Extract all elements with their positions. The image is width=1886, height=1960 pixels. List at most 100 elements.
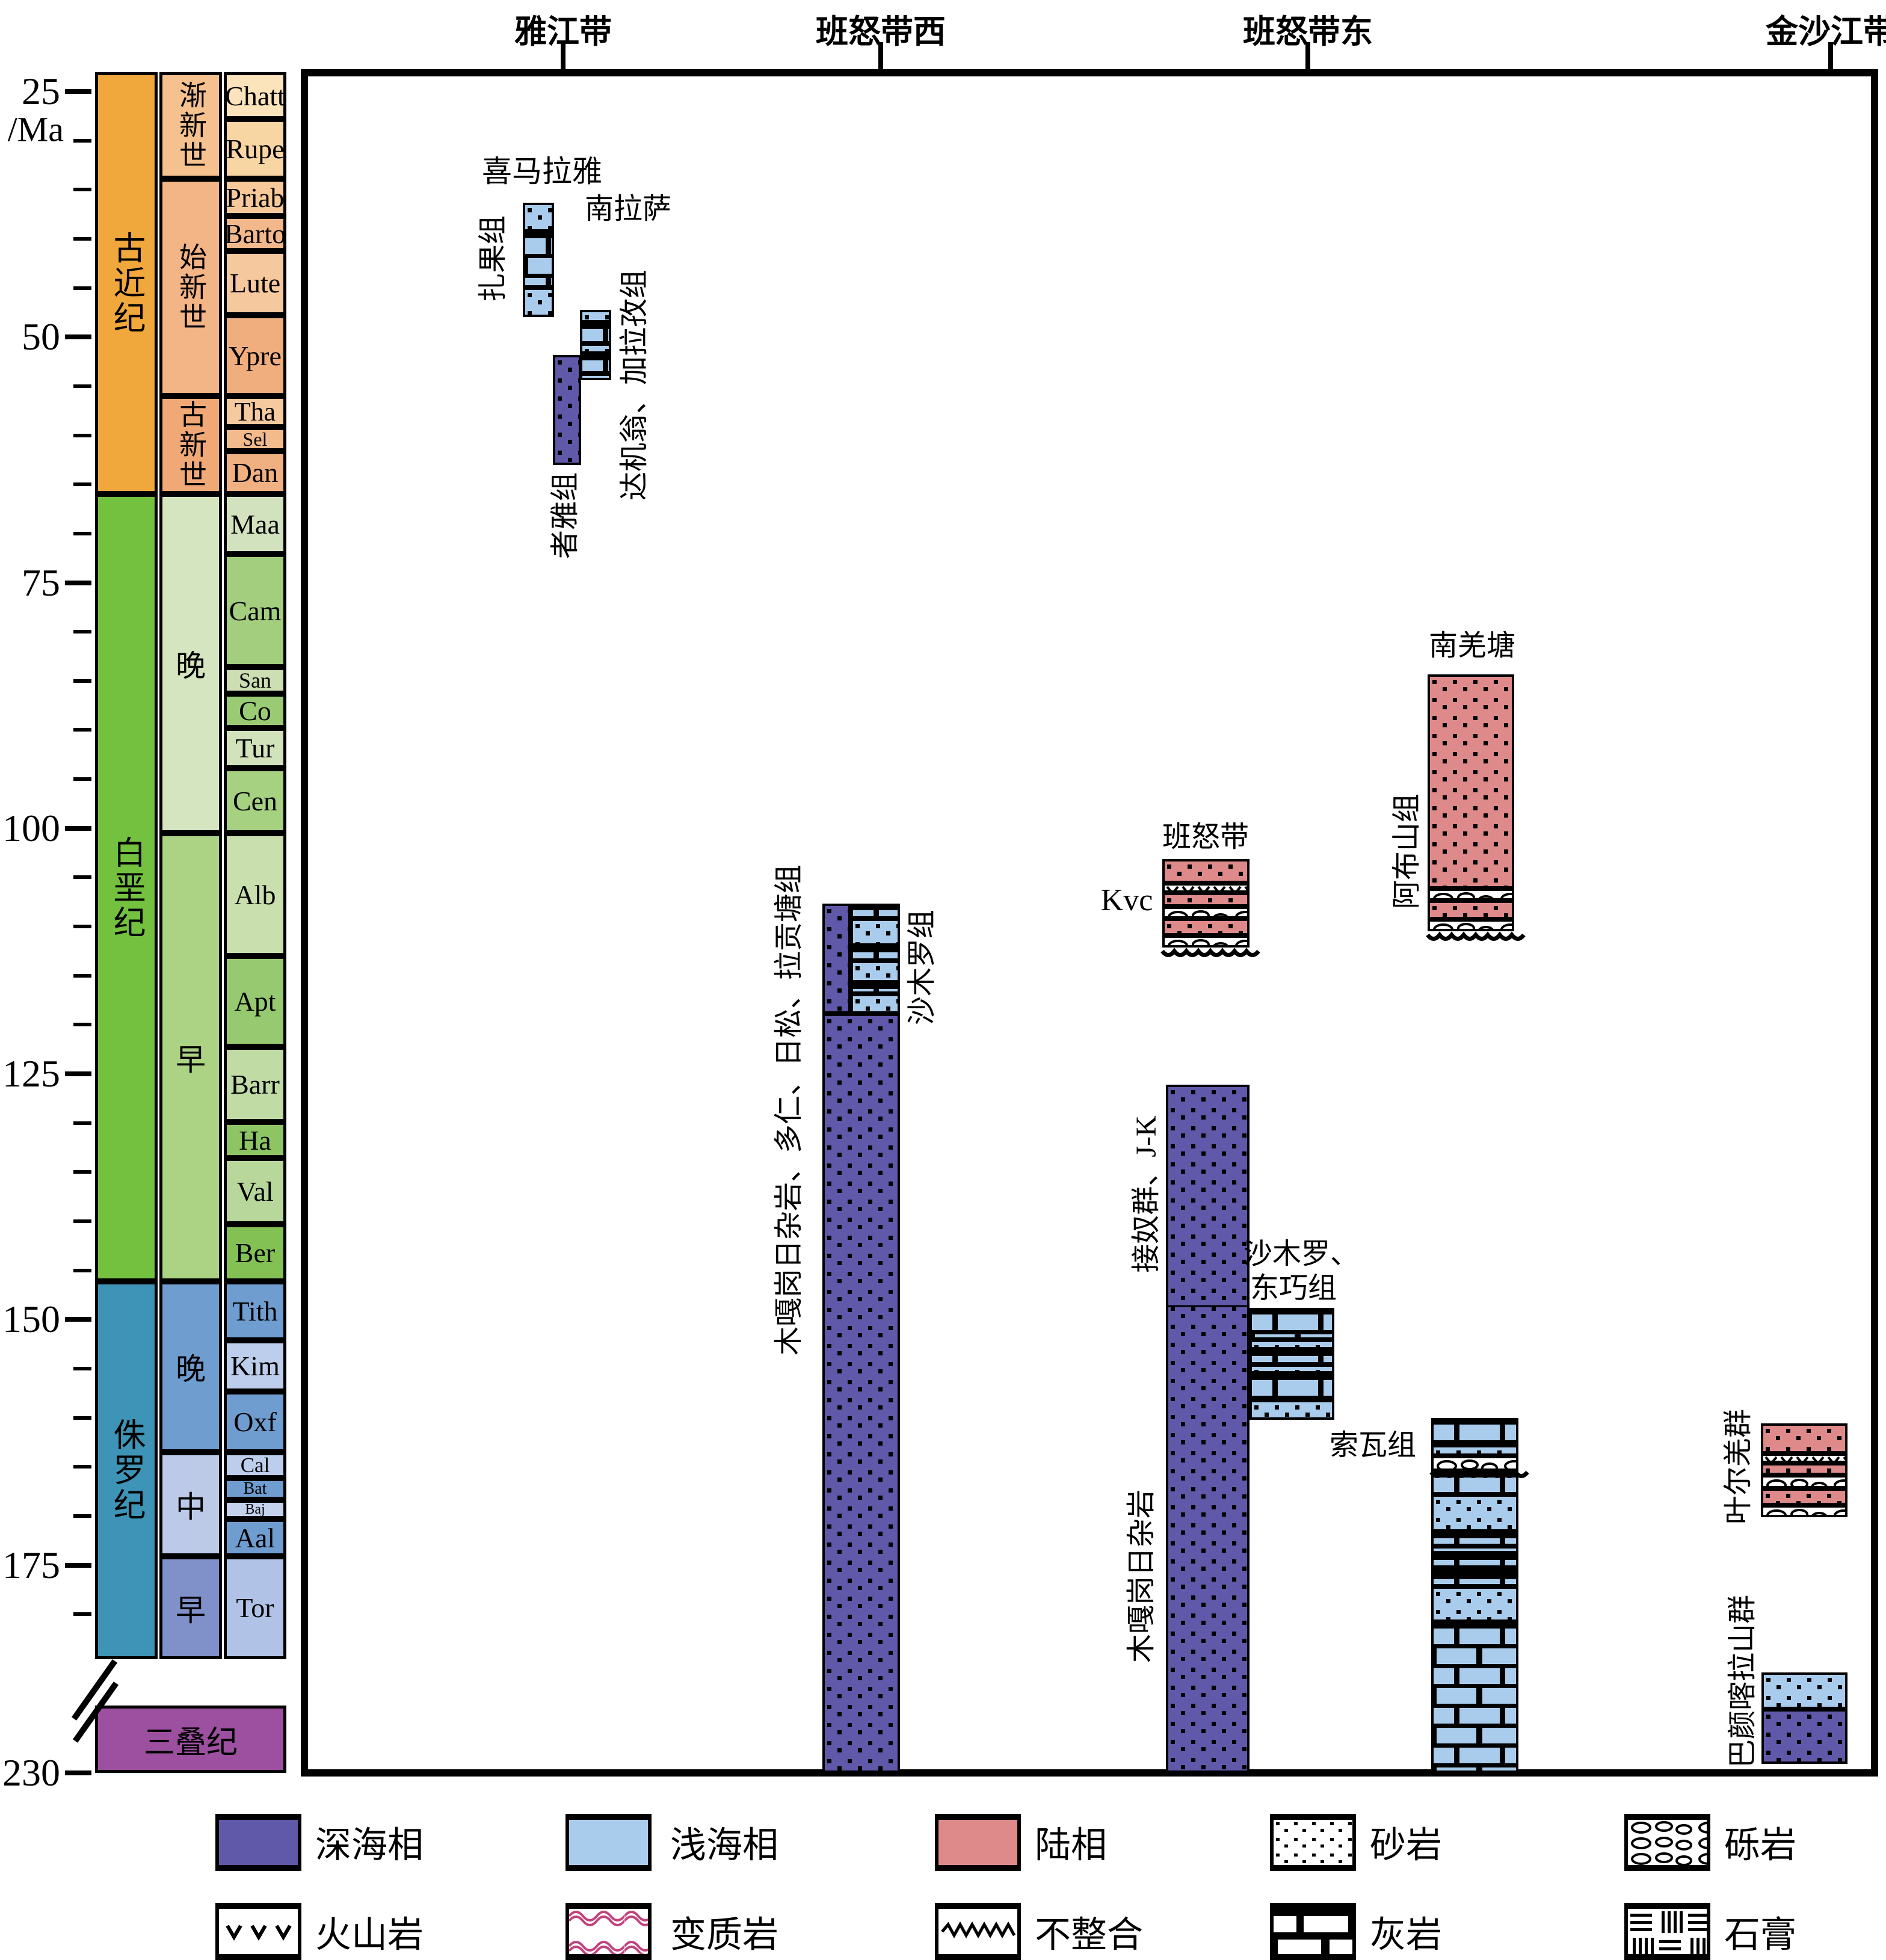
strat-band-kvc xyxy=(1162,935,1250,948)
axis-tick-label: 230 xyxy=(2,1751,60,1794)
axis-unit-label: /Ma xyxy=(7,109,64,149)
axis-tick xyxy=(65,334,91,340)
stage-cell-label: Val xyxy=(236,1176,274,1207)
axis-tick-label: 150 xyxy=(2,1298,60,1341)
stage-cell: Kim xyxy=(224,1340,286,1391)
stage-cell: Barr xyxy=(224,1047,286,1122)
strat-band-zhaguo xyxy=(523,232,554,288)
stage-cell-label: Rupe xyxy=(226,134,285,164)
period-cell-label: 古近纪 xyxy=(108,230,144,336)
axis-minor-tick xyxy=(73,1268,91,1272)
unit-label: Kvc xyxy=(1100,883,1153,917)
unit-label: 南拉萨 xyxy=(584,193,672,226)
strat-band-kvc xyxy=(1162,893,1250,907)
axis-minor-tick xyxy=(73,1416,91,1420)
triassic-label: 三叠纪 xyxy=(143,1725,238,1760)
epoch-cell: 晚 xyxy=(159,1281,222,1452)
stage-cell-label: Sel xyxy=(242,428,268,450)
stage-cell-label: Tor xyxy=(236,1592,274,1623)
axis-tick xyxy=(65,825,91,831)
stage-cell-label: Tha xyxy=(234,396,276,427)
strat-band-zhaguo xyxy=(523,288,554,317)
axis-minor-tick xyxy=(73,384,91,388)
strat-band-nanqiangtang xyxy=(1428,889,1514,901)
axis-minor-tick xyxy=(73,1514,91,1518)
axis-minor-tick xyxy=(73,973,91,978)
strat-band-dajiwong xyxy=(580,354,611,374)
strat-band-kvc xyxy=(1162,907,1250,919)
legend-swatch-砂岩 xyxy=(1270,1814,1356,1871)
stage-cell: Dan xyxy=(224,451,286,494)
strat-band-suowa xyxy=(1431,1418,1518,1445)
strat-band-yerqiang xyxy=(1761,1463,1847,1475)
stage-cell: Co xyxy=(224,694,286,728)
epoch-cell-label: 早 xyxy=(176,1043,206,1077)
stage-cell: Tith xyxy=(224,1281,286,1340)
stage-cell: Priab xyxy=(224,179,286,216)
strat-band-kvc xyxy=(1162,883,1250,893)
axis-minor-tick xyxy=(73,728,91,732)
stage-cell-label: Tur xyxy=(235,733,275,763)
stage-cell-label: Priab xyxy=(226,182,285,213)
strat-band-suowa xyxy=(1431,1494,1518,1532)
epoch-cell: 晚 xyxy=(159,494,222,833)
axis-minor-tick xyxy=(73,482,91,487)
stage-cell: Apt xyxy=(224,956,286,1047)
stage-cell: Cam xyxy=(224,554,286,667)
unit-label: 南羌塘 xyxy=(1428,630,1516,662)
strat-band-west-shamuluo xyxy=(851,982,900,994)
epoch-cell-label: 晚 xyxy=(176,649,206,683)
stage-cell-label: Maa xyxy=(230,508,280,540)
stage-cell: Chatt xyxy=(224,72,286,119)
stage-cell: Cal xyxy=(224,1452,286,1478)
stage-cell-label: Alb xyxy=(234,879,276,910)
axis-tick xyxy=(65,580,91,585)
chart-frame xyxy=(301,69,1878,1777)
strat-band-suowa xyxy=(1431,1622,1518,1773)
strat-band-dajiwong xyxy=(580,310,611,322)
unit-label: 接奴群、J-K xyxy=(1130,1115,1163,1273)
legend-swatch-变质岩 xyxy=(565,1903,652,1960)
stage-cell-label: Ha xyxy=(239,1124,271,1156)
stage-cell: Ypre xyxy=(224,315,286,396)
strat-band-suowa xyxy=(1431,1546,1518,1553)
stage-cell: Ha xyxy=(224,1122,286,1158)
strat-band-yerqiang xyxy=(1761,1453,1847,1463)
strat-band-yerqiang xyxy=(1761,1423,1847,1453)
stage-cell: Cen xyxy=(224,768,286,833)
belt-header-tick xyxy=(1305,42,1310,70)
strat-band-suowa xyxy=(1431,1553,1518,1568)
unit-label: 木嘎岗日杂岩 xyxy=(1126,1489,1158,1663)
stage-cell: Tor xyxy=(224,1556,286,1659)
axis-minor-tick xyxy=(73,630,91,634)
strat-band-west-shamuluo xyxy=(851,994,900,1014)
axis-tick-label: 125 xyxy=(2,1052,60,1095)
axis-tick-label: 50 xyxy=(22,315,60,359)
axis-tick xyxy=(65,1071,91,1076)
stage-cell-label: Barto xyxy=(224,218,286,249)
strat-band-suowa xyxy=(1431,1532,1518,1546)
unit-label: 喜马拉雅 xyxy=(482,155,602,188)
strat-band-bayankala xyxy=(1761,1672,1847,1709)
axis-tick xyxy=(65,89,91,94)
stage-cell-label: Cen xyxy=(232,785,278,816)
axis-tick-label: 100 xyxy=(2,806,60,849)
stage-cell: Sel xyxy=(224,427,286,451)
epoch-cell: 渐新世 xyxy=(159,72,222,179)
legend-swatch-深海相 xyxy=(215,1814,301,1871)
legend-swatch-浅海相 xyxy=(565,1814,652,1871)
legend-swatch-火山岩 xyxy=(215,1903,301,1960)
axis-minor-tick xyxy=(73,531,91,535)
epoch-cell: 始新世 xyxy=(159,179,222,396)
strat-band-dajiwong xyxy=(580,344,611,354)
axis-minor-tick xyxy=(73,138,91,143)
epoch-cell-label: 晚 xyxy=(176,1352,206,1386)
stage-cell: San xyxy=(224,667,286,694)
strat-band-dongqiao xyxy=(1250,1340,1334,1349)
legend-swatch-不整合 xyxy=(935,1903,1021,1960)
stage-cell: Oxf xyxy=(224,1391,286,1452)
unit-label: 巴颜喀拉山群 xyxy=(1727,1594,1759,1769)
strat-band-dongqiao xyxy=(1250,1373,1334,1400)
epoch-cell: 早 xyxy=(159,1556,222,1659)
